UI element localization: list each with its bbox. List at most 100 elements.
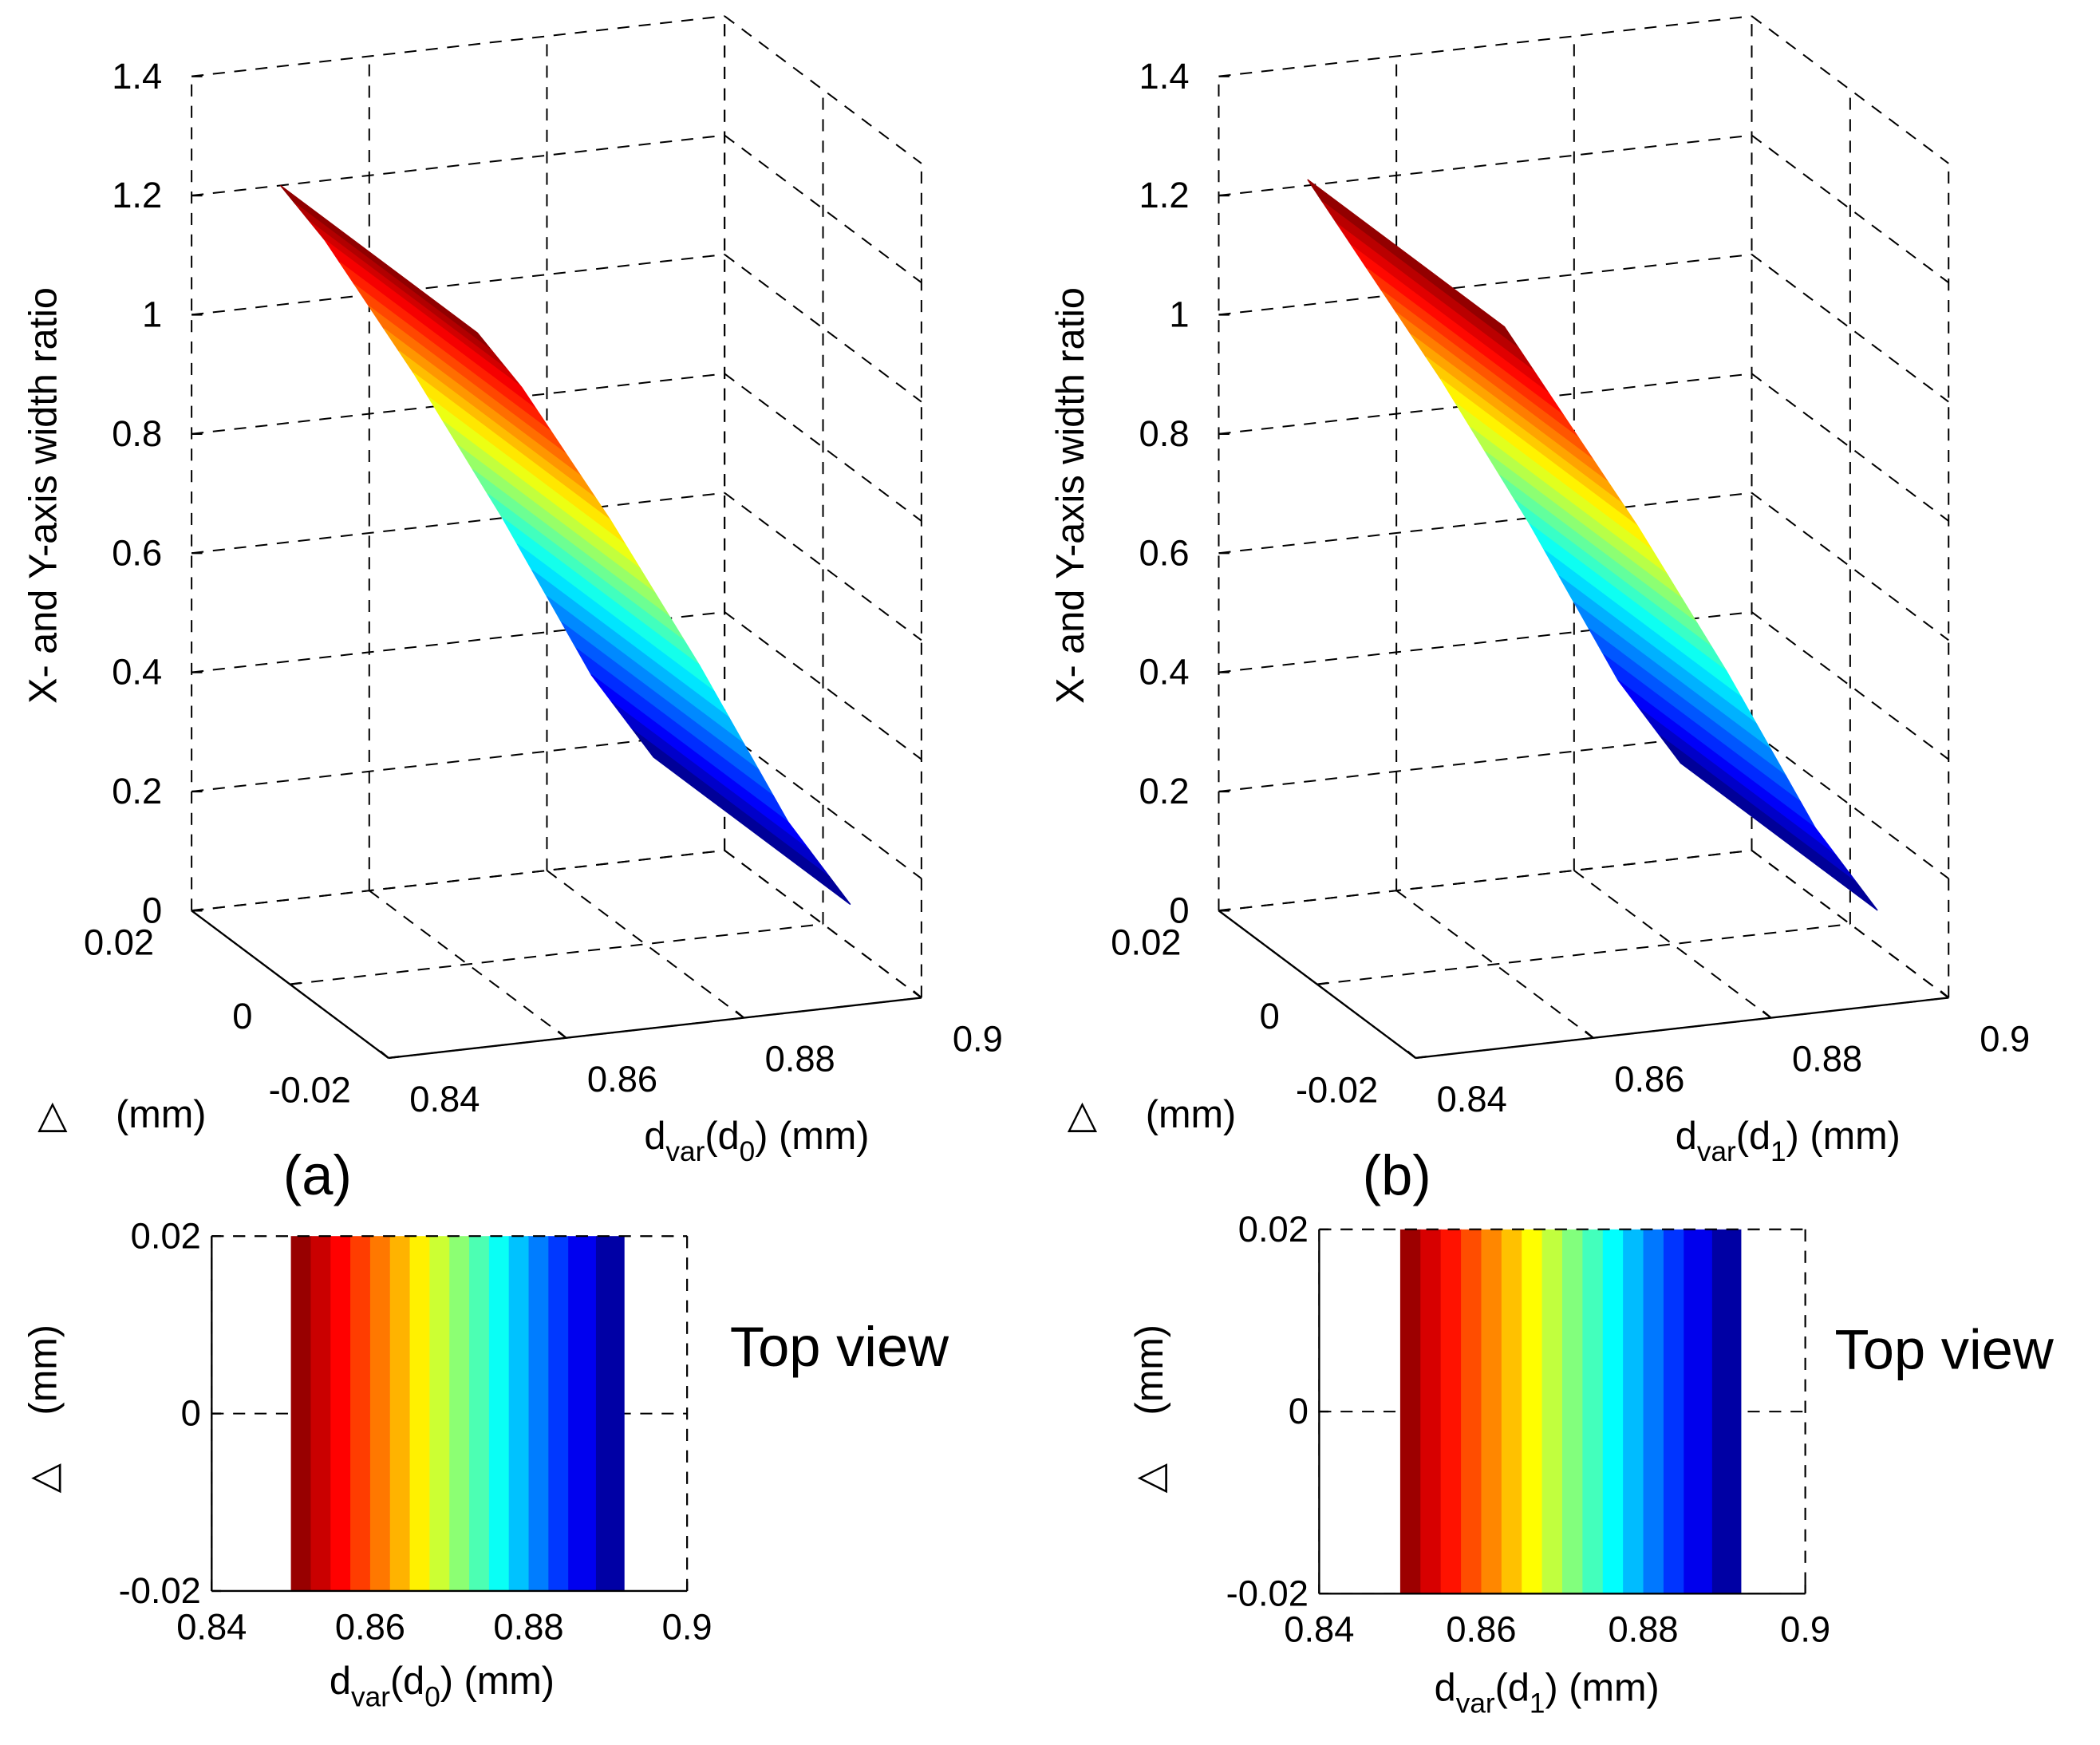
y-tick (1316, 981, 1328, 985)
contour-band (1541, 1229, 1564, 1594)
label-part: var (351, 1681, 390, 1712)
grid-line (191, 134, 725, 197)
grid-line (191, 849, 725, 912)
z-tick-label: 0.6 (112, 532, 162, 573)
z-tick-label: 0.6 (1139, 532, 1190, 573)
y-tick-label: 0.02 (84, 922, 154, 963)
panel-label: (b) (1363, 1143, 1431, 1206)
contour-band (369, 1236, 391, 1591)
z-tick-label: 0.8 (1139, 413, 1190, 454)
x-tick-label: 0.84 (409, 1079, 480, 1119)
label-part: (d (705, 1115, 739, 1158)
x-tick-label: 0.88 (1792, 1039, 1862, 1080)
grid-line (191, 15, 725, 77)
y-tick-label: -0.02 (1296, 1069, 1378, 1110)
z-tick-label: 1 (1169, 294, 1189, 335)
x-axis (388, 997, 922, 1060)
y-tick (290, 981, 302, 985)
contour-band (568, 1236, 597, 1591)
contour-band (310, 1236, 332, 1591)
contour-band (1643, 1229, 1664, 1594)
contour-band (508, 1236, 530, 1591)
contour-band (469, 1236, 490, 1591)
grid-line (1573, 870, 1772, 1019)
contour-band (449, 1236, 471, 1591)
x-tick-label: 0.86 (587, 1059, 657, 1100)
grid-line (1218, 15, 1752, 77)
contour-band (595, 1236, 625, 1591)
y-tick-label: 0 (1289, 1391, 1309, 1431)
contour-band (290, 1236, 312, 1591)
contour-band (1562, 1229, 1584, 1594)
y-axis (1218, 910, 1416, 1059)
x-tick (913, 990, 922, 999)
contour-band (1711, 1229, 1742, 1594)
x-tick-label: 0.88 (765, 1039, 835, 1080)
x-tick-label: 0.84 (176, 1606, 247, 1647)
z-tick-label: 1.2 (1139, 175, 1190, 215)
contour-band (350, 1236, 371, 1591)
contour-band (1684, 1229, 1713, 1594)
z-tick-label: 0.4 (1139, 652, 1190, 693)
grid-line (1218, 730, 1752, 792)
z-tick-label: 0.2 (1139, 771, 1190, 811)
y-tick-label: 0 (232, 996, 252, 1036)
y-tick-label: 0 (1260, 996, 1280, 1036)
axis-label: dvar(d0) (mm) (644, 1115, 869, 1167)
grid-line (1218, 134, 1752, 197)
grid-line (191, 611, 725, 673)
y-tick-label: 0.02 (131, 1215, 201, 1256)
label-part: (d (390, 1660, 424, 1703)
y-tick-label: 0.02 (1238, 1209, 1309, 1250)
grid-line (290, 923, 823, 985)
x-tick-label: 0.86 (1446, 1609, 1516, 1650)
contour-band (1501, 1229, 1523, 1594)
axis-label: dvar(d1) (mm) (1676, 1115, 1901, 1167)
contour-band (1663, 1229, 1685, 1594)
x-tick-label: 0.9 (1780, 1609, 1830, 1650)
label-part: 1 (1770, 1136, 1786, 1167)
y-axis (191, 910, 389, 1059)
x-tick-label: 0.9 (662, 1606, 712, 1647)
grid-line (191, 492, 725, 555)
z-tick-label: 1 (142, 294, 162, 335)
y-tick-label: 0 (181, 1393, 201, 1434)
label-part: ) (mm) (1786, 1115, 1901, 1158)
z-tick-label: 1.2 (112, 175, 162, 215)
x-tick-label: 0.84 (1437, 1079, 1507, 1119)
label-part: (d (1736, 1115, 1770, 1158)
y-axis-label: △ (mm) (1128, 1325, 1171, 1493)
label-part: ) (mm) (755, 1115, 869, 1158)
z-tick-label: 1.4 (1139, 56, 1190, 97)
y-axis-label: △ (mm) (1068, 1093, 1236, 1136)
x-tick (735, 1010, 744, 1019)
x-tick (1585, 1030, 1594, 1039)
grid-line (191, 253, 725, 316)
annotation: Top view (1835, 1317, 2055, 1380)
contour-band (528, 1236, 550, 1591)
label-part: d (330, 1660, 351, 1703)
contour-band (1440, 1229, 1462, 1594)
x-axis (1415, 997, 1949, 1060)
axis-label: dvar(d0) (mm) (330, 1660, 555, 1712)
x-tick-label: 0.9 (953, 1019, 1003, 1060)
contour-band (488, 1236, 510, 1591)
label-part: d (644, 1115, 665, 1158)
grid-line (1218, 849, 1752, 912)
y-tick-label: 0.02 (1111, 922, 1181, 963)
x-tick-label: 0.84 (1284, 1609, 1354, 1650)
x-tick (557, 1030, 567, 1039)
panel-label: (a) (283, 1143, 352, 1206)
x-tick-label: 0.86 (335, 1606, 405, 1647)
axis-label: dvar(d1) (mm) (1435, 1667, 1660, 1719)
grid-line (1218, 253, 1752, 316)
label-part: d (1676, 1115, 1697, 1158)
y-tick-label: -0.02 (269, 1069, 351, 1110)
label-part: var (1456, 1688, 1495, 1719)
contour-band (389, 1236, 411, 1591)
y-axis-label: △ (mm) (38, 1093, 206, 1136)
contour-band (1461, 1229, 1482, 1594)
z-tick-label: 0.8 (112, 413, 162, 454)
contour-band (548, 1236, 570, 1591)
